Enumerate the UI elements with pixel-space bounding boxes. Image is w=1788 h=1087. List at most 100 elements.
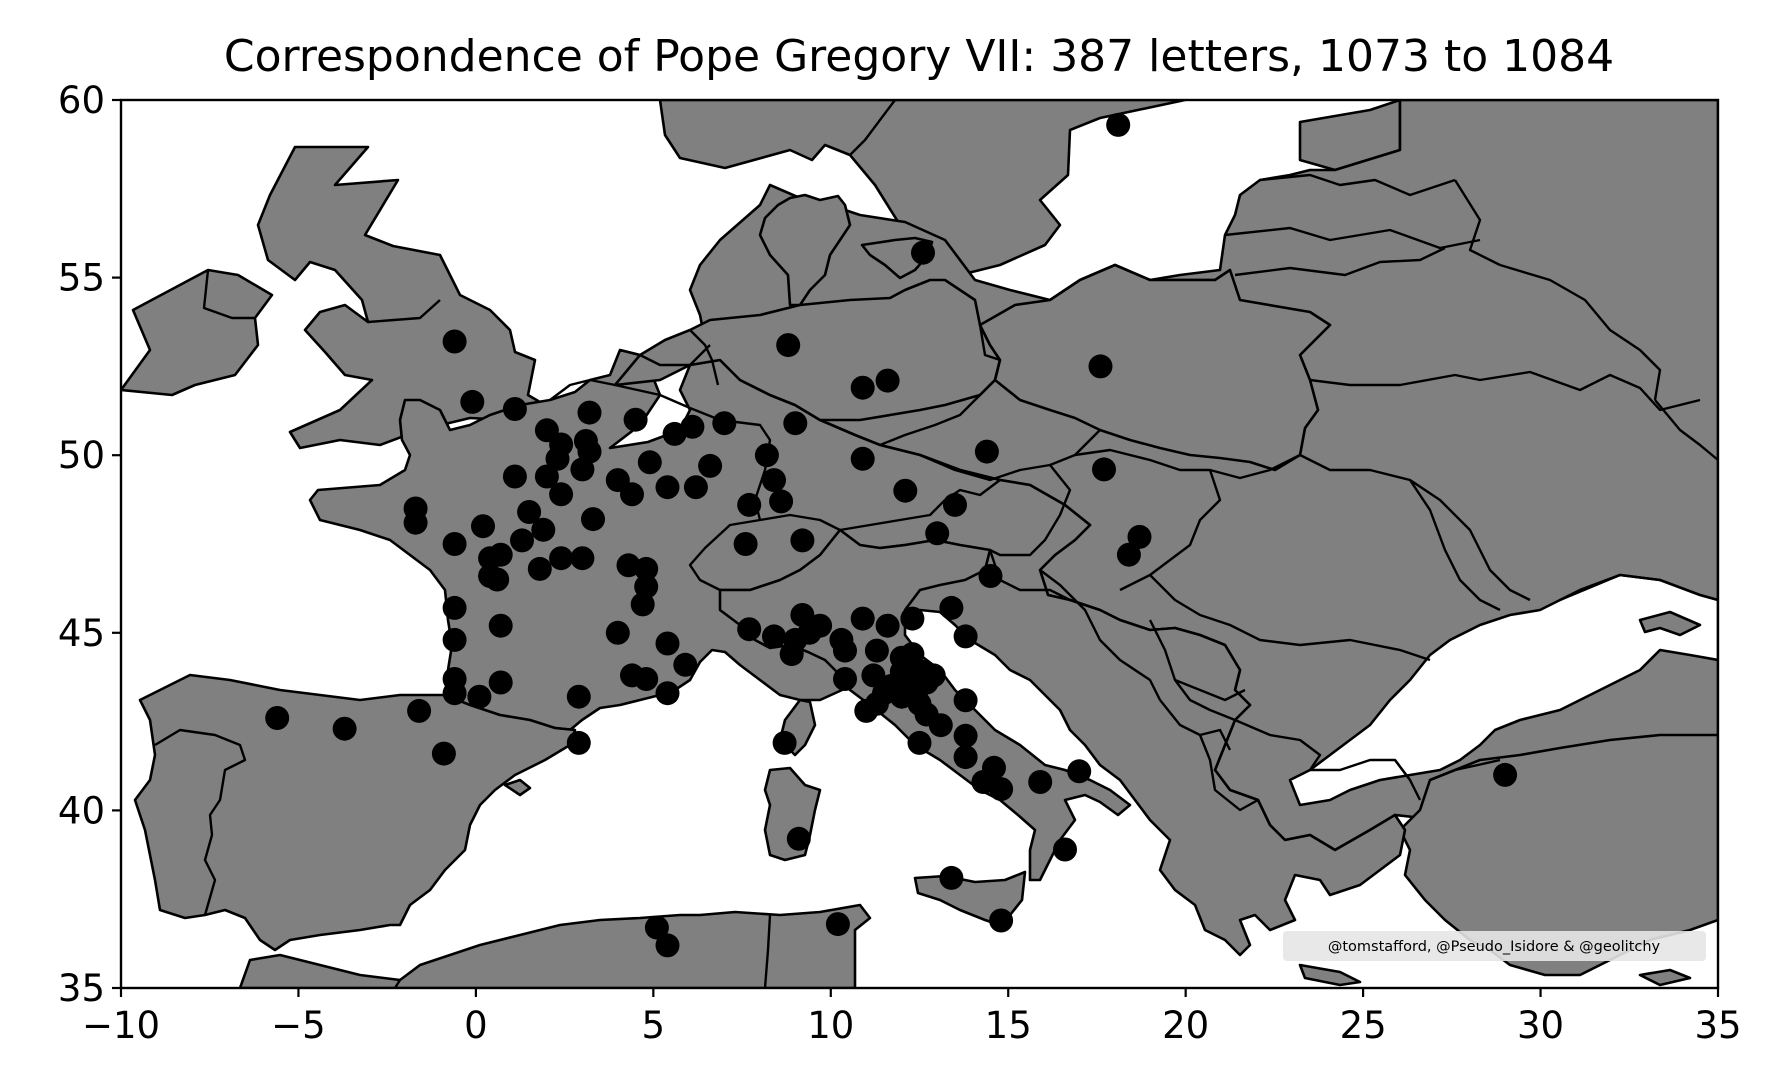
- x-tick-label: 25: [1340, 1004, 1387, 1047]
- letter-point: [485, 567, 510, 592]
- x-tick-label: 0: [464, 1004, 488, 1047]
- letter-point: [502, 464, 527, 489]
- letter-point: [943, 492, 967, 517]
- border-greece-turkey: [1394, 759, 1422, 801]
- landmass-poland: [978, 263, 1332, 472]
- letter-point: [442, 329, 467, 354]
- letter-point: [680, 414, 705, 439]
- letter-point: [769, 489, 794, 514]
- landmass-anatolia: [1398, 733, 1718, 977]
- letter-point: [442, 627, 467, 652]
- landmass-north-africa: [238, 903, 872, 988]
- border-germany-poland: [978, 324, 1002, 396]
- landmass-aegean-islands: [1298, 963, 1362, 987]
- letter-point: [914, 670, 939, 695]
- border-slovakia-hungary: [1074, 448, 1271, 480]
- letter-point: [517, 500, 542, 524]
- letter-point: [928, 713, 953, 738]
- border-belarus-ukraine: [1309, 370, 1701, 412]
- letter-point: [825, 912, 850, 937]
- letter-point: [566, 730, 591, 755]
- letter-points: [265, 112, 1518, 958]
- border-france-switzerland: [688, 518, 761, 592]
- letter-point: [939, 595, 964, 620]
- landmass-crimea: [1638, 610, 1702, 637]
- letter-point: [634, 556, 659, 581]
- border-russia-latvia: [1453, 179, 1501, 267]
- coast-crimea: [1559, 573, 1718, 602]
- plot-frame: [119, 98, 1720, 990]
- letter-point: [772, 730, 797, 755]
- letter-point: [549, 546, 574, 571]
- border-estonia: [1259, 173, 1456, 197]
- letter-point: [783, 411, 808, 436]
- letter-point: [1088, 354, 1113, 379]
- letter-point: [939, 865, 964, 890]
- letter-point: [534, 464, 559, 489]
- letter-point: [570, 546, 595, 571]
- letter-point: [634, 667, 659, 691]
- letter-point: [623, 407, 648, 432]
- letter-point: [850, 446, 875, 471]
- border-northern-ireland: [202, 269, 255, 320]
- letter-point: [1106, 112, 1131, 137]
- letter-point: [833, 667, 857, 691]
- letter-point: [754, 443, 779, 468]
- map-area: [121, 100, 1718, 988]
- letter-point: [790, 528, 815, 553]
- letter-point: [989, 777, 1014, 802]
- border-baltics: [1224, 226, 1481, 250]
- border-serbia-kosovo: [1174, 678, 1246, 702]
- y-axis: 35 40 45 50 55 60: [58, 79, 121, 1010]
- letter-point: [545, 446, 570, 471]
- border-norway-sweden: [849, 100, 896, 156]
- letter-point: [442, 681, 467, 706]
- letter-point: [566, 684, 591, 709]
- y-tick-label: 55: [58, 257, 105, 300]
- letter-point: [577, 400, 602, 425]
- letter-point: [265, 706, 290, 730]
- landmass-balearic: [503, 778, 532, 797]
- letter-point: [605, 620, 630, 645]
- letter-point: [953, 624, 978, 649]
- letter-point: [549, 482, 574, 507]
- letter-point: [1067, 759, 1092, 784]
- x-tick-label: 30: [1517, 1004, 1564, 1047]
- letter-point: [460, 389, 485, 414]
- letter-point: [332, 716, 357, 741]
- border-croatia-bosnia: [1039, 569, 1162, 701]
- letter-point: [431, 741, 456, 766]
- landmass-cyprus: [1638, 968, 1692, 987]
- border-germany-czech: [879, 394, 981, 447]
- letter-point: [630, 592, 655, 617]
- letter-point: [779, 642, 804, 667]
- letter-point: [655, 933, 680, 958]
- letter-point: [900, 642, 925, 667]
- letter-point: [733, 532, 758, 556]
- x-axis: −10 −5 0 5 10 15 20 25 30 35: [82, 988, 1742, 1047]
- landmass-jutland: [758, 193, 852, 307]
- letter-point: [953, 723, 978, 748]
- letter-point: [673, 652, 698, 677]
- letter-point: [531, 517, 556, 542]
- border-scotland: [367, 299, 441, 324]
- x-tick-label: −10: [82, 1004, 160, 1047]
- border-albania: [1198, 734, 1259, 812]
- letter-point: [911, 240, 935, 265]
- letter-point: [1092, 457, 1116, 482]
- y-tick-label: 50: [58, 434, 105, 477]
- letter-point: [655, 475, 680, 500]
- letter-point: [637, 450, 662, 475]
- border-macedonia: [1234, 718, 1322, 771]
- letter-point: [907, 730, 932, 755]
- letter-point: [698, 453, 723, 478]
- x-tick-label: 15: [985, 1004, 1032, 1047]
- letter-point: [655, 631, 680, 656]
- border-portugal-spain: [154, 728, 247, 916]
- border-morocco-algeria: [393, 979, 402, 988]
- letter-point: [510, 528, 534, 553]
- letter-point: [442, 532, 467, 556]
- letter-point: [953, 745, 978, 770]
- letter-point: [875, 368, 900, 393]
